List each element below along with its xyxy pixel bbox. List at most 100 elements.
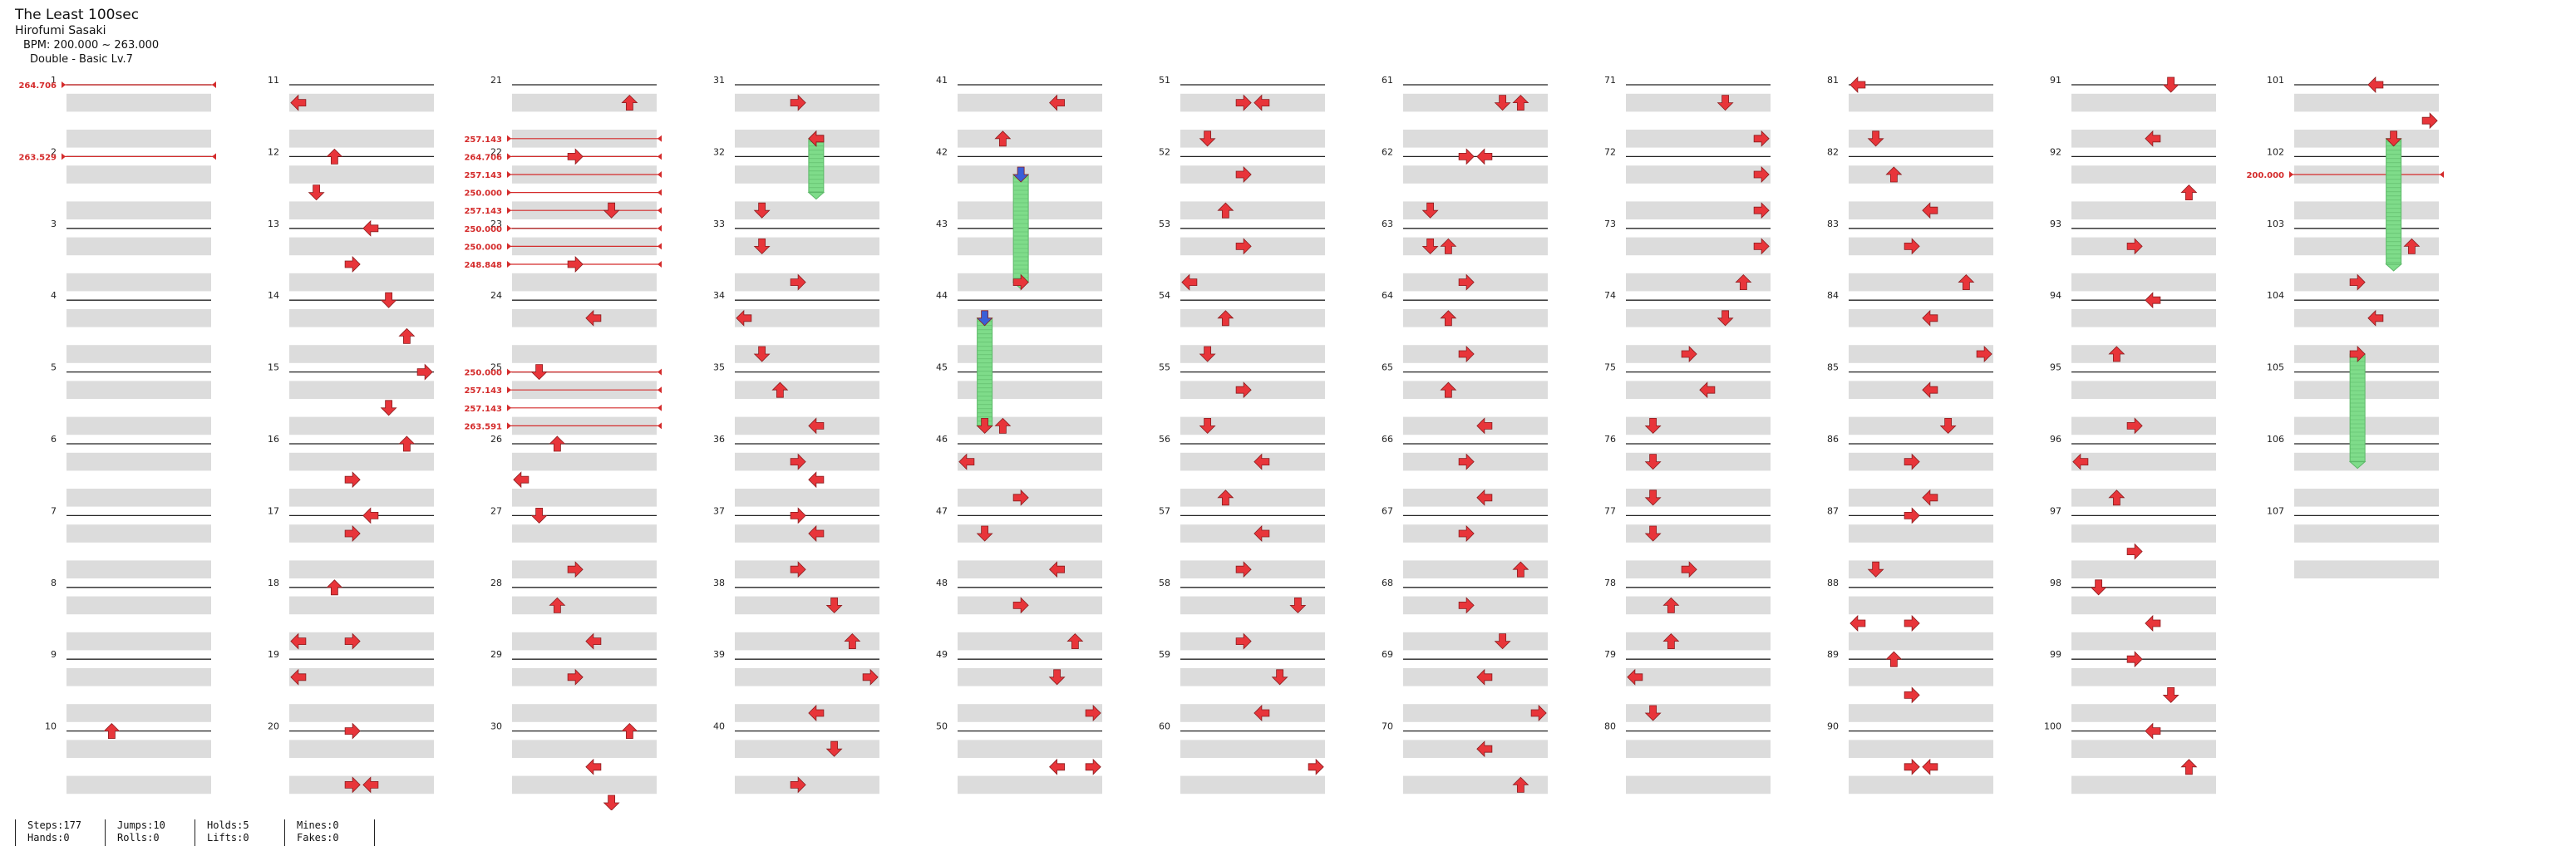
tap-arrow [976, 418, 993, 434]
tap-arrow [549, 435, 566, 452]
tap-arrow [753, 238, 771, 254]
measure-number: 28 [490, 578, 502, 588]
tap-arrow [1217, 489, 1234, 506]
beat-stripe [289, 632, 434, 651]
tap-arrow [790, 273, 806, 291]
tap-arrow [2162, 687, 2180, 703]
tap-arrow [585, 309, 602, 327]
beat-stripe [1403, 596, 1548, 615]
measure-number: 79 [1604, 649, 1616, 660]
stats-cell-jumps: Jumps:10 Rolls:0 [105, 819, 165, 846]
tap-arrow [862, 668, 879, 686]
tap-arrow [344, 632, 361, 650]
beat-stripe [958, 560, 1102, 578]
beat-stripe [958, 93, 1102, 112]
tap-arrow [1476, 148, 1493, 165]
tap-arrow [1904, 453, 1920, 470]
tap-arrow [1512, 776, 1529, 793]
beat-stripe [735, 596, 879, 615]
bpm-change-marker [658, 189, 662, 196]
tap-arrow [380, 292, 397, 308]
bpm-change-label: 250.000 [464, 225, 502, 234]
beat-stripe [2294, 524, 2439, 543]
hold-body [977, 317, 993, 426]
staff-column: 1 2 3 4 5 6 7 8 9 10 [45, 75, 211, 794]
measure-number: 91 [2050, 75, 2061, 86]
beat-stripe [1180, 416, 1325, 435]
measure-number: 3 [51, 219, 57, 229]
hold-note [976, 310, 993, 434]
beat-stripe [66, 560, 211, 578]
tap-arrow [1867, 561, 1884, 578]
measure-number: 26 [490, 434, 502, 445]
measure-number: 59 [1159, 649, 1170, 660]
hold-note [807, 130, 825, 200]
beat-stripe [289, 560, 434, 578]
beat-stripe [735, 201, 879, 219]
tap-arrow [1627, 668, 1643, 686]
tap-arrow [1476, 417, 1493, 435]
tap-arrow [585, 632, 602, 650]
measure-number: 2 [51, 146, 57, 157]
beat-stripe [735, 740, 879, 758]
tap-arrow [1235, 94, 1252, 111]
tap-arrow [1235, 632, 1252, 650]
hold-body [2349, 353, 2366, 463]
measure-number: 7 [51, 505, 57, 516]
beat-stripe [512, 489, 657, 507]
measure-number: 86 [1827, 434, 1839, 445]
beat-stripe [1403, 416, 1548, 435]
beat-stripe [1849, 165, 1993, 184]
beat-stripe [1180, 381, 1325, 399]
beat-stripe [1849, 273, 1993, 292]
beat-stripe [1403, 273, 1548, 292]
beat-stripe [735, 668, 879, 686]
tap-arrow [603, 202, 620, 219]
tap-arrow [2421, 112, 2438, 130]
tap-arrow [1922, 381, 1938, 399]
measure-number: 29 [490, 649, 502, 660]
measure-number: 99 [2050, 649, 2061, 660]
tap-arrow [1254, 525, 1270, 542]
beat-stripe [1626, 632, 1771, 651]
tap-arrow [585, 758, 602, 775]
tap-arrow [976, 525, 993, 542]
tap-arrow [1012, 597, 1029, 614]
stat-hands: Hands:0 [27, 832, 70, 844]
beat-stripe [289, 452, 434, 471]
tap-arrow [567, 668, 584, 686]
beat-stripe [289, 704, 434, 722]
tap-arrow [362, 219, 379, 237]
tap-arrow [290, 632, 307, 650]
beat-stripe [1403, 560, 1548, 578]
bpm-change-label: 257.143 [464, 207, 502, 216]
beat-stripe [1403, 524, 1548, 543]
tap-arrow [1049, 758, 1066, 775]
beat-stripe [2294, 273, 2439, 292]
beat-stripe [1626, 740, 1771, 758]
beat-stripe [66, 273, 211, 292]
measure-number: 106 [2267, 434, 2284, 445]
bpm-change-label: 250.000 [464, 369, 502, 378]
tap-arrow [1662, 633, 1680, 649]
tap-arrow [2126, 238, 2143, 255]
beat-stripe [2071, 416, 2216, 435]
tap-arrow [808, 417, 825, 435]
tap-arrow [380, 400, 397, 416]
beat-stripe [2071, 452, 2216, 471]
measure-number: 74 [1604, 290, 1616, 301]
tap-arrow [2126, 543, 2143, 560]
beat-stripe [1403, 668, 1548, 686]
beat-stripe [512, 273, 657, 292]
beat-stripe [1849, 489, 1993, 507]
beat-stripe [2071, 165, 2216, 184]
tap-arrow [2145, 615, 2161, 632]
beat-stripe [2071, 345, 2216, 363]
tap-arrow [771, 381, 789, 398]
measure-number: 46 [936, 434, 948, 445]
tap-arrow [1085, 758, 1101, 775]
measure-number: 85 [1827, 362, 1839, 373]
tap-arrow [1012, 489, 1029, 506]
measure-number: 27 [490, 505, 502, 516]
beat-stripe [958, 775, 1102, 794]
